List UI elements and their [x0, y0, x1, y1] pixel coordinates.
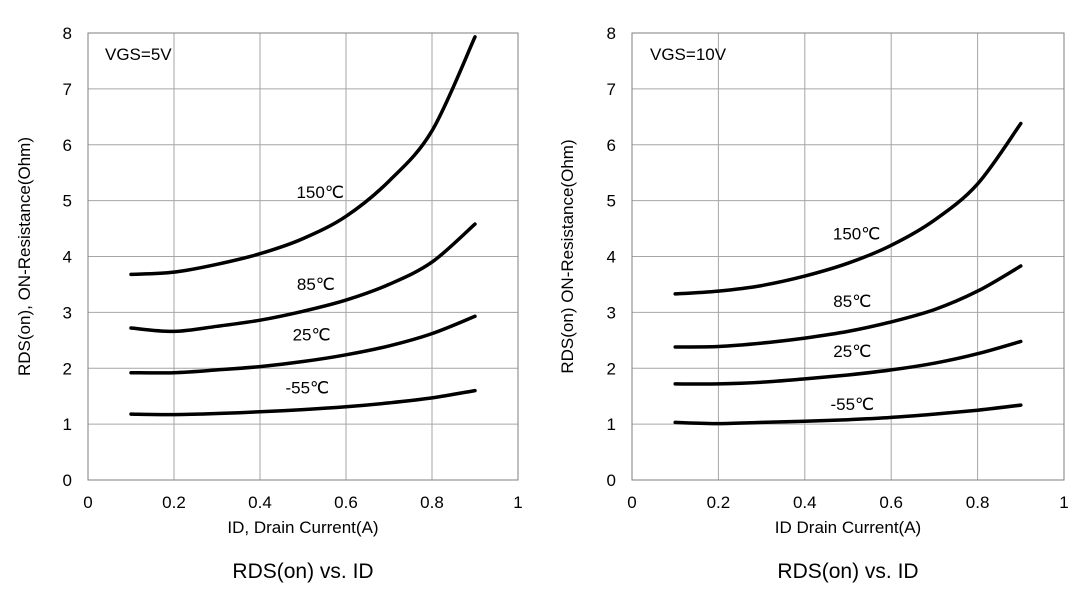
series-line: [673, 264, 1023, 349]
y-tick-label: 8: [607, 24, 616, 43]
x-tick-label: 0: [627, 493, 636, 512]
series-line: [673, 121, 1023, 296]
y-tick-label: 3: [607, 303, 616, 322]
x-tick-label: 1: [1059, 493, 1068, 512]
y-tick-label: 8: [63, 24, 72, 43]
y-tick-label: 5: [63, 192, 72, 211]
y-tick-label: 4: [607, 248, 616, 267]
series-line: [129, 314, 477, 375]
y-tick-label: 0: [607, 471, 616, 490]
plot-frame: [87, 32, 519, 481]
y-tick-label: 1: [63, 415, 72, 434]
y-axis-label: RDS(on), ON-Resistance(Ohm): [15, 137, 34, 376]
x-tick-label: 0.8: [420, 493, 444, 512]
x-tick-label: 0.8: [966, 493, 990, 512]
series-label: 150℃: [296, 183, 343, 202]
y-tick-label: 0: [63, 471, 72, 490]
x-tick-labels: 0 0.2 0.4 0.6 0.8 1: [627, 493, 1068, 512]
y-tick-labels: 0 1 2 3 4 5 6 7 8: [607, 24, 616, 490]
y-tick-label: 2: [607, 359, 616, 378]
x-axis-label: ID Drain Current(A): [775, 518, 921, 537]
y-axis-label: RDS(on) ON-Resistance(Ohm): [558, 139, 577, 373]
vgs-annotation: VGS=10V: [650, 45, 727, 64]
series-line: [673, 403, 1023, 426]
series-label: 150℃: [833, 225, 880, 244]
chart-right: 0 1 2 3 4 5 6 7 8 0 0.2 0.4 0.6 0.8 1 ID Drain Current(…: [558, 24, 1069, 583]
x-tick-label: 0.4: [793, 493, 817, 512]
series-line: [129, 222, 477, 334]
series-lines: 150℃ 85℃ 25℃ -55℃: [673, 121, 1023, 426]
chart-caption: RDS(on) vs. ID: [777, 560, 918, 583]
y-tick-label: 4: [63, 248, 72, 267]
x-tick-label: 0.6: [334, 493, 358, 512]
x-tick-label: 0.4: [248, 493, 272, 512]
series-label: 85℃: [833, 292, 871, 311]
series-label: -55℃: [285, 378, 329, 397]
chart-caption: RDS(on) vs. ID: [232, 560, 373, 583]
series-label: 25℃: [293, 325, 331, 344]
y-tick-label: 6: [607, 136, 616, 155]
series-label: 85℃: [297, 275, 335, 294]
y-tick-label: 7: [63, 80, 72, 99]
x-tick-label: 1: [513, 493, 522, 512]
x-axis-label: ID, Drain Current(A): [227, 518, 378, 537]
y-tick-label: 3: [63, 303, 72, 322]
x-tick-label: 0.2: [707, 493, 731, 512]
series-label: -55℃: [830, 395, 874, 414]
series-line: [673, 339, 1023, 386]
series-label: 25℃: [833, 342, 871, 361]
chart-left: 0 1 2 3 4 5 6 7 8 0 0.2 0.4 0.6 0.8 1 ID, Drain Current…: [15, 24, 523, 583]
y-tick-label: 7: [607, 80, 616, 99]
y-tick-labels: 0 1 2 3 4 5 6 7 8: [63, 24, 72, 490]
y-tick-label: 1: [607, 415, 616, 434]
series-lines: 150℃ 85℃ 25℃ -55℃: [129, 35, 477, 417]
x-tick-label: 0: [83, 493, 92, 512]
y-tick-label: 6: [63, 136, 72, 155]
x-tick-labels: 0 0.2 0.4 0.6 0.8 1: [83, 493, 522, 512]
y-tick-label: 2: [63, 359, 72, 378]
x-tick-label: 0.2: [162, 493, 186, 512]
series-line: [129, 35, 477, 277]
series-line: [129, 388, 477, 417]
plot-frame: [631, 32, 1065, 481]
y-tick-label: 5: [607, 192, 616, 211]
x-tick-label: 0.6: [879, 493, 903, 512]
vgs-annotation: VGS=5V: [105, 45, 172, 64]
